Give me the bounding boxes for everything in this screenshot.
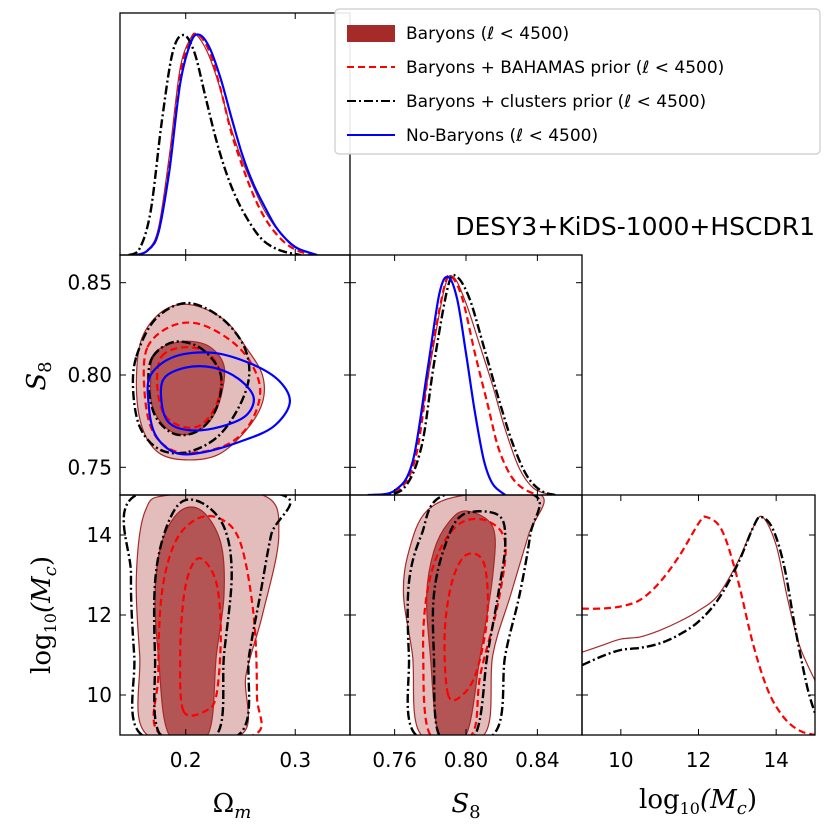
series3-outer-om_s8 <box>146 351 291 456</box>
series1-inner-s8_mc <box>443 552 489 702</box>
legend-label-bahamas: Baryons + BAHAMAS prior (ℓ < 4500) <box>406 58 724 78</box>
xlabel-om-main: Ω <box>213 789 235 819</box>
series2-outer-s8_mc <box>406 495 541 735</box>
ticks-layer: 0.2 0.3 0.76 0.80 0.84 10 12 14 0.75 0.80 0.85 10 12… <box>67 13 815 772</box>
yticklabel-s8-2: 0.85 <box>67 271 112 295</box>
marginal-om_1d-series0 <box>136 32 318 255</box>
frame-p-s8-1d <box>349 254 583 496</box>
legend-box <box>334 8 821 155</box>
legend-label-nobaryons: No-Baryons (ℓ < 4500) <box>406 126 598 146</box>
legend-swatch-baryons <box>347 25 395 42</box>
ylabel-mc-sub: c <box>40 566 61 576</box>
xlabel-s8: S8 <box>451 789 480 823</box>
yticklabel-s8-1: 0.80 <box>67 363 112 387</box>
marginal-om_1d-series1 <box>136 32 313 255</box>
xlabel-s8-sub: 8 <box>469 802 480 823</box>
baryons-inner-s8_mc <box>425 510 496 735</box>
legend-label-baryons: Baryons (ℓ < 4500) <box>406 24 569 44</box>
ylabel-mc-arg: (M <box>27 575 57 613</box>
ylabel-s8-main: S <box>22 373 52 391</box>
yticklabel-mc-0: 10 <box>87 683 112 707</box>
xticklabel-mc-2: 14 <box>763 748 788 772</box>
panel-p-s8-1d <box>367 273 556 495</box>
chart-title: DESY3+KiDS-1000+HSCDR1 <box>455 212 815 241</box>
series2-outer-om_mc <box>122 495 292 735</box>
series1-inner-om_s8 <box>156 346 223 429</box>
xticklabel-om-1: 0.3 <box>279 748 311 772</box>
panel-p-om-mc <box>122 495 292 735</box>
xlabel-s8-main: S <box>451 789 469 819</box>
marginal-om_1d-series3 <box>136 33 318 255</box>
xlabel-mc-log: log <box>639 785 680 815</box>
yticklabel-s8-0: 0.75 <box>67 455 112 479</box>
xlabel-mc-sub: c <box>737 798 747 819</box>
xticklabel-s8-1: 0.80 <box>444 748 489 772</box>
xticklabel-mc-1: 12 <box>686 748 711 772</box>
ylabel-mc-log: log <box>27 633 57 674</box>
axis-labels: Ωm S8 log10(Mc) S8 log10(Mc) <box>22 361 757 823</box>
xlabel-om-sub: m <box>234 802 251 823</box>
xlabel-mc-sub10: 10 <box>680 799 700 818</box>
panels-layer <box>122 32 815 735</box>
legend: Baryons (ℓ < 4500) Baryons + BAHAMAS pri… <box>334 8 821 155</box>
marginal-mc_1d-series2 <box>582 515 815 714</box>
series2-inner-om_mc <box>152 498 233 735</box>
xlabel-om: Ωm <box>213 789 252 823</box>
ylabel-mc: log10(Mc) <box>27 556 61 674</box>
yticklabel-mc-1: 12 <box>87 603 112 627</box>
series1-outer-om_s8 <box>142 321 262 455</box>
ylabel-s8: S8 <box>22 361 56 390</box>
panel-p-s8-mc <box>402 495 545 735</box>
ylabel-mc-sub10: 10 <box>41 613 60 633</box>
marginal-mc_1d-series1 <box>582 515 815 735</box>
series2-inner-om_s8 <box>147 340 223 437</box>
xticklabel-om-0: 0.2 <box>170 748 202 772</box>
series1-outer-s8_mc <box>421 517 507 735</box>
xticklabel-s8-0: 0.76 <box>372 748 417 772</box>
marginal-mc_1d-series0 <box>582 515 815 681</box>
marginal-om_1d-series2 <box>128 33 301 255</box>
panel-p-om-s8 <box>131 301 291 461</box>
xlabel-mc-close: ) <box>747 785 757 815</box>
series1-inner-om_mc <box>179 557 222 717</box>
legend-label-clusters: Baryons + clusters prior (ℓ < 4500) <box>406 92 706 112</box>
frame-p-mc-1d <box>581 494 816 736</box>
xlabel-mc-arg: (M <box>700 785 738 815</box>
panel-p-mc-1d <box>582 515 815 735</box>
marginal-s8_1d-series1 <box>373 274 538 495</box>
series2-inner-s8_mc <box>431 510 507 735</box>
series3-inner-om_s8 <box>159 365 255 432</box>
xlabel-mc: log10(Mc) <box>639 785 757 819</box>
yticklabel-mc-2: 14 <box>87 523 112 547</box>
marginal-s8_1d-series3 <box>367 275 507 495</box>
panel-p-om-1d <box>128 32 318 255</box>
xticklabel-mc-0: 10 <box>608 748 633 772</box>
marginal-s8_1d-series2 <box>376 273 556 495</box>
ylabel-s8-sub: 8 <box>35 361 56 372</box>
xticklabel-s8-2: 0.84 <box>515 748 560 772</box>
series2-outer-om_s8 <box>131 301 251 455</box>
ylabel-mc-close: ) <box>27 556 57 566</box>
series1-outer-om_mc <box>152 514 263 735</box>
